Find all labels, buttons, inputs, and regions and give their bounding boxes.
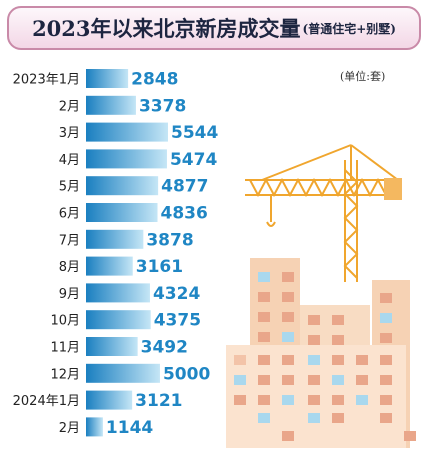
bar bbox=[86, 149, 167, 169]
category-label: 12月 bbox=[50, 367, 80, 382]
title-box: 2023年以来北京新房成交量 (普通住宅+别墅) bbox=[7, 6, 421, 50]
bar bbox=[86, 203, 158, 222]
bar bbox=[86, 69, 129, 88]
bar bbox=[86, 176, 159, 196]
bar bbox=[86, 122, 168, 142]
category-label: 4月 bbox=[59, 153, 80, 168]
category-label: 2023年1月 bbox=[13, 73, 80, 88]
value-label: 3878 bbox=[146, 230, 193, 250]
bar bbox=[86, 390, 133, 410]
unit-label: (单位:套) bbox=[340, 70, 386, 83]
bar bbox=[86, 337, 138, 356]
building-windows-illustration bbox=[234, 272, 416, 441]
value-label: 5544 bbox=[171, 123, 218, 143]
crane-illustration bbox=[245, 144, 399, 282]
construction-illustration bbox=[226, 144, 416, 448]
bar bbox=[86, 310, 151, 330]
category-label: 6月 bbox=[59, 207, 80, 222]
value-label: 5000 bbox=[163, 364, 210, 384]
value-label: 4836 bbox=[161, 204, 208, 224]
bars-layer: 2023年1月 2848 2月 3378 3月 5544 4月 5474 5月 4877 6月 483… bbox=[13, 69, 218, 438]
value-label: 3378 bbox=[139, 96, 186, 116]
value-label: 3492 bbox=[141, 338, 188, 358]
bar bbox=[86, 229, 144, 249]
building-back-illustration bbox=[226, 258, 410, 448]
category-label: 2月 bbox=[59, 99, 80, 114]
category-label: 2月 bbox=[59, 421, 80, 436]
value-label: 4324 bbox=[153, 284, 200, 304]
category-label: 5月 bbox=[59, 180, 80, 195]
category-label: 10月 bbox=[50, 314, 80, 329]
category-label: 8月 bbox=[59, 260, 80, 275]
category-label: 11月 bbox=[50, 341, 80, 356]
value-label: 5474 bbox=[170, 150, 217, 170]
value-label: 2848 bbox=[131, 70, 178, 90]
bar bbox=[86, 417, 103, 437]
bar bbox=[86, 256, 133, 276]
chart-title: 2023年以来北京新房成交量 bbox=[32, 16, 301, 41]
chart-subtitle: (普通住宅+别墅) bbox=[302, 21, 396, 36]
bar bbox=[86, 363, 160, 383]
value-label: 4877 bbox=[161, 177, 208, 197]
value-label: 3161 bbox=[136, 257, 183, 277]
category-label: 3月 bbox=[59, 126, 80, 141]
value-label: 1144 bbox=[106, 418, 153, 438]
value-label: 4375 bbox=[154, 311, 201, 331]
value-label: 3121 bbox=[135, 391, 182, 411]
category-label: 7月 bbox=[59, 233, 80, 248]
bar bbox=[86, 283, 150, 303]
category-label: 9月 bbox=[59, 287, 80, 302]
bar bbox=[86, 95, 136, 115]
crane-counterweight-illustration bbox=[384, 178, 402, 200]
category-label: 2024年1月 bbox=[13, 394, 80, 409]
